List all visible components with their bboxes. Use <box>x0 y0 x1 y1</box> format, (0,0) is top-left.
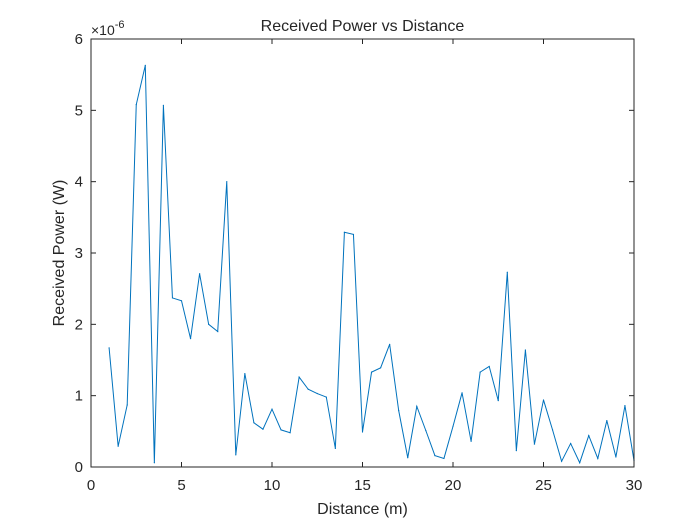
y-tick-label: 5 <box>75 102 83 119</box>
data-point <box>334 447 336 450</box>
data-point <box>361 431 364 433</box>
data-point <box>280 429 282 431</box>
data-point <box>434 454 436 457</box>
data-point <box>624 405 626 407</box>
data-point <box>479 371 481 373</box>
data-point <box>208 323 210 325</box>
y-exponent-base: ×10 <box>91 22 115 38</box>
data-point <box>153 462 155 464</box>
data-point <box>380 367 382 369</box>
plot-area <box>91 39 634 467</box>
data-point <box>126 404 128 406</box>
y-axis-label: Received Power (W) <box>51 180 68 327</box>
data-point <box>199 273 201 275</box>
y-tick-label: 0 <box>75 459 83 476</box>
data-point <box>461 392 463 394</box>
data-point <box>271 408 273 410</box>
data-point <box>162 104 164 106</box>
x-tick-label: 0 <box>87 477 95 494</box>
x-tick-label: 5 <box>177 477 185 494</box>
data-point <box>226 181 228 183</box>
data-point <box>144 64 146 66</box>
data-point <box>189 338 192 340</box>
data-point <box>343 231 345 233</box>
data-point <box>524 349 527 351</box>
data-point <box>117 445 119 447</box>
data-point <box>488 365 490 368</box>
data-point <box>588 435 590 437</box>
data-point <box>235 454 237 456</box>
data-point <box>579 462 581 464</box>
data-point <box>570 442 572 445</box>
data-point <box>108 347 110 349</box>
data-point <box>298 376 300 378</box>
data-point <box>443 457 445 460</box>
data-point <box>425 430 427 432</box>
data-point <box>253 422 255 424</box>
data-point <box>352 233 355 236</box>
data-point <box>416 405 418 407</box>
axes-box <box>90 38 635 468</box>
y-tick-label: 6 <box>75 31 83 48</box>
data-point <box>452 425 454 427</box>
data-point <box>407 457 409 459</box>
x-tick-label: 25 <box>535 477 552 494</box>
data-point <box>389 343 391 345</box>
x-tick-label: 30 <box>626 477 643 494</box>
ticks: 0 5 10 15 20 25 30 0 1 2 3 4 5 6 <box>75 31 643 494</box>
data-point <box>551 429 554 431</box>
data-point <box>533 443 536 445</box>
data-point <box>370 371 373 373</box>
data-point <box>244 372 246 375</box>
x-tick-label: 10 <box>264 477 281 494</box>
x-axis-label: Distance (m) <box>317 501 408 518</box>
data-point <box>171 297 174 299</box>
data-point <box>506 271 508 273</box>
data-point <box>398 410 400 412</box>
data-point <box>561 460 563 462</box>
y-tick-label: 4 <box>75 174 83 191</box>
chart-title: Received Power vs Distance <box>261 18 465 35</box>
data-point <box>316 392 318 395</box>
data-point <box>597 457 599 460</box>
data-point <box>470 440 472 442</box>
y-tick-label: 2 <box>75 316 83 333</box>
data-point <box>289 432 291 434</box>
data-point <box>180 300 183 302</box>
y-tick-label: 1 <box>75 388 83 405</box>
data-point <box>262 428 264 430</box>
x-tick-label: 20 <box>445 477 462 494</box>
y-exponent-power: -6 <box>115 19 125 31</box>
data-point <box>606 420 608 422</box>
data-point <box>307 388 309 390</box>
data-point <box>135 104 137 106</box>
data-point <box>615 456 617 458</box>
data-point <box>325 396 327 398</box>
data-point <box>542 399 545 401</box>
data-point <box>515 449 517 452</box>
x-tick-label: 15 <box>354 477 371 494</box>
y-tick-label: 3 <box>75 245 83 262</box>
data-point <box>217 330 219 333</box>
data-point <box>497 400 499 402</box>
y-exponent-label: ×10-6 <box>91 19 125 38</box>
